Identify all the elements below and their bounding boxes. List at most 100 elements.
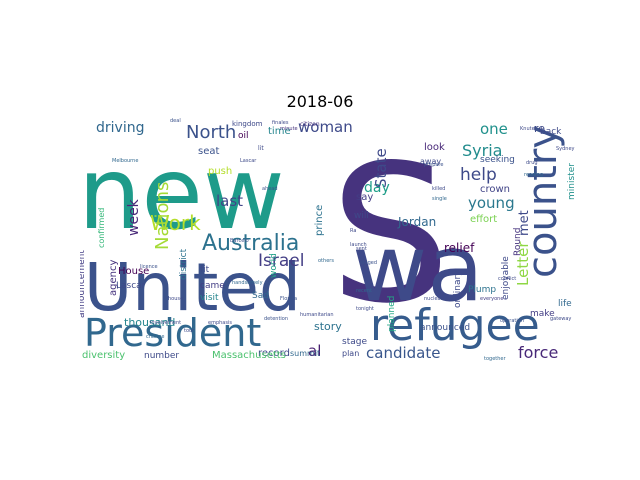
word-cloud-word: new — [78, 135, 285, 252]
word-cloud-word: wa — [352, 215, 484, 322]
word-cloud-word: staged — [360, 260, 377, 266]
word-cloud-word: back — [540, 127, 562, 137]
word-cloud-word: week — [126, 198, 142, 236]
word-cloud-word: House — [118, 266, 149, 277]
word-cloud-word: Jordan — [397, 215, 436, 229]
word-cloud-word: say — [356, 192, 373, 203]
word-cloud-word: S — [330, 124, 451, 345]
word-cloud-word: State — [372, 148, 390, 188]
word-cloud-word: world — [269, 253, 279, 278]
word-cloud-word: everyone — [480, 296, 503, 302]
word-cloud-word: came — [200, 281, 225, 291]
word-cloud-word: tonight — [356, 306, 374, 312]
word-cloud-word: prepare — [424, 162, 443, 168]
word-cloud-word: time — [268, 126, 291, 137]
word-cloud-word: visit — [200, 293, 219, 303]
word-cloud-word: last — [216, 192, 243, 210]
word-cloud-word: house — [168, 296, 183, 302]
word-cloud-word: re — [534, 122, 545, 135]
word-cloud-word: planned — [387, 296, 397, 332]
word-cloud-word: push — [208, 166, 232, 177]
word-cloud-word: woman — [298, 118, 353, 136]
word-cloud-word: seat — [198, 146, 219, 157]
word-cloud-word: Israel — [258, 251, 304, 271]
word-cloud-word: operation — [500, 318, 524, 324]
word-cloud-word: handsomely — [232, 280, 263, 286]
word-cloud-word: conflict — [498, 276, 516, 282]
word-cloud-word: thousand — [124, 316, 175, 329]
word-cloud-word: President — [84, 311, 261, 355]
word-cloud-word: United — [84, 249, 301, 326]
word-cloud-word: Lascar — [116, 281, 146, 291]
word-cloud-word: summit — [290, 349, 320, 358]
word-cloud-word: together — [484, 356, 506, 362]
word-cloud-word: record — [258, 348, 290, 359]
word-cloud-word: minute — [280, 126, 298, 132]
word-cloud-word: deal — [170, 118, 181, 124]
word-cloud-word: plan — [342, 349, 359, 358]
word-cloud-word: stage — [342, 337, 367, 347]
word-cloud-word: minister — [567, 163, 577, 200]
word-cloud-word: humanitarian — [300, 312, 334, 318]
word-cloud-word: nuclear — [424, 296, 444, 302]
word-cloud-word: Australia — [202, 231, 299, 256]
chart-title: 2018-06 — [286, 92, 354, 111]
word-cloud-word: launch — [350, 242, 367, 248]
word-cloud-word: Nations — [152, 182, 173, 250]
word-cloud-word: drug — [526, 160, 538, 166]
word-cloud-word: crown — [480, 184, 510, 195]
word-cloud-words: new Swa United refugee President country Austr… — [77, 118, 577, 362]
word-cloud-word: candidate — [366, 344, 440, 362]
word-cloud-word: Knute — [520, 126, 535, 132]
word-cloud-word: Massachusetts — [212, 350, 286, 361]
word-cloud-word: reading — [524, 172, 543, 178]
word-cloud-word: Syria — [462, 141, 502, 160]
word-cloud-word: look — [424, 142, 445, 153]
word-cloud-word: ahead — [262, 186, 278, 192]
word-cloud-word: oil — [238, 131, 249, 141]
word-cloud-word: Work — [150, 211, 201, 235]
word-cloud-word: day — [364, 180, 390, 196]
word-cloud-word: ordinary — [453, 270, 463, 308]
word-cloud-word: Ra — [350, 228, 356, 234]
word-cloud-word: confirmed — [97, 208, 106, 248]
word-cloud-word: enjoyable — [501, 256, 511, 300]
word-cloud-word: Sydney — [556, 146, 575, 152]
word-cloud-word: killed — [432, 186, 445, 192]
word-cloud-word: change — [146, 334, 164, 340]
word-cloud-word: Lascar — [240, 158, 257, 164]
word-cloud-word: kingdom — [232, 120, 263, 128]
word-cloud-word: finales — [272, 120, 289, 126]
word-cloud-word: announcement — [77, 250, 87, 318]
word-cloud-word: Melbourne — [112, 158, 138, 164]
word-cloud-word: make — [530, 309, 555, 319]
word-cloud-word: others — [318, 258, 334, 264]
word-cloud-word: life — [558, 299, 572, 309]
word-cloud-word: Round — [513, 228, 523, 256]
word-cloud-word: sent — [356, 246, 367, 252]
word-cloud-word: force — [518, 343, 558, 362]
word-cloud-word: al — [308, 342, 321, 360]
word-cloud-word: young — [468, 194, 515, 212]
word-cloud-word: agency — [108, 260, 119, 296]
word-cloud-word: will — [354, 211, 369, 221]
word-cloud-word: detention — [264, 316, 288, 322]
word-cloud-word: Plump — [468, 285, 496, 295]
word-cloud-word: number — [144, 351, 179, 361]
word-cloud-word: involvement — [150, 320, 181, 326]
word-cloud-word: Sad — [252, 291, 269, 301]
word-cloud-word: seeking — [480, 155, 515, 165]
word-cloud-word: diversity — [82, 350, 125, 361]
word-cloud-word: country — [520, 125, 566, 278]
word-cloud-word: relief — [444, 241, 475, 255]
word-cloud-word: driving — [96, 120, 144, 136]
word-cloud-word: tour — [184, 328, 195, 334]
word-cloud-word: away — [420, 157, 441, 166]
word-cloud-word: prince — [314, 205, 325, 236]
word-cloud-word: fit — [200, 265, 210, 275]
word-cloud-word: Letter — [514, 241, 532, 286]
word-cloud-word: district — [179, 248, 189, 280]
word-cloud-word: met — [517, 210, 532, 236]
